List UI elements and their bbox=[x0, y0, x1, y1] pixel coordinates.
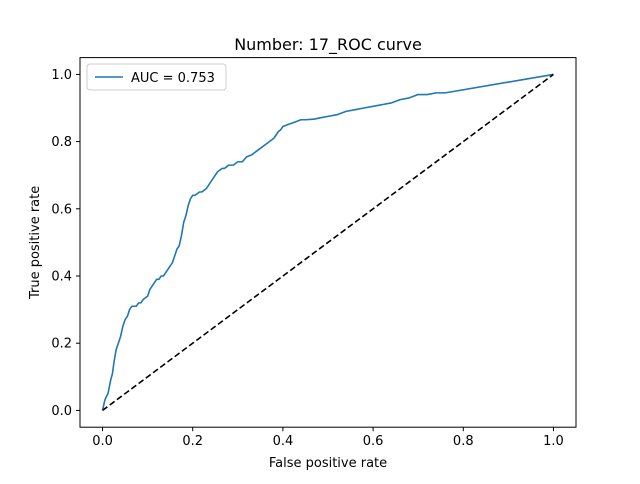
x-axis-ticks: 0.0 0.2 0.4 0.6 0.8 1.0 bbox=[92, 427, 564, 449]
y-axis-ticks: 0.0 0.2 0.4 0.6 0.8 1.0 bbox=[51, 68, 80, 419]
legend: AUC = 0.753 bbox=[86, 63, 227, 91]
legend-box bbox=[86, 63, 227, 91]
y-tick-label: 0.0 bbox=[51, 404, 72, 419]
plot-frame bbox=[79, 57, 577, 428]
y-tick-label: 0.8 bbox=[51, 135, 72, 150]
roc-curve-line bbox=[101, 73, 554, 411]
x-tick-label: 0.4 bbox=[273, 434, 294, 449]
x-tick-label: 0.0 bbox=[92, 434, 113, 449]
y-tick-label: 0.4 bbox=[51, 270, 72, 285]
x-axis-label: False positive rate bbox=[269, 456, 387, 471]
x-tick-label: 0.2 bbox=[182, 434, 203, 449]
y-tick-label: 1.0 bbox=[51, 68, 72, 83]
chart-title: Number: 17_ROC curve bbox=[234, 35, 422, 55]
x-tick-label: 1.0 bbox=[543, 434, 564, 449]
chance-diagonal-line bbox=[102, 73, 554, 412]
x-tick-label: 0.6 bbox=[363, 434, 384, 449]
y-tick-label: 0.2 bbox=[51, 337, 72, 352]
y-tick-label: 0.6 bbox=[51, 202, 72, 217]
y-axis-label: True positive rate bbox=[28, 186, 43, 300]
legend-series-label: AUC = 0.753 bbox=[131, 71, 215, 86]
plot-lines bbox=[101, 73, 554, 412]
x-tick-label: 0.8 bbox=[453, 434, 474, 449]
